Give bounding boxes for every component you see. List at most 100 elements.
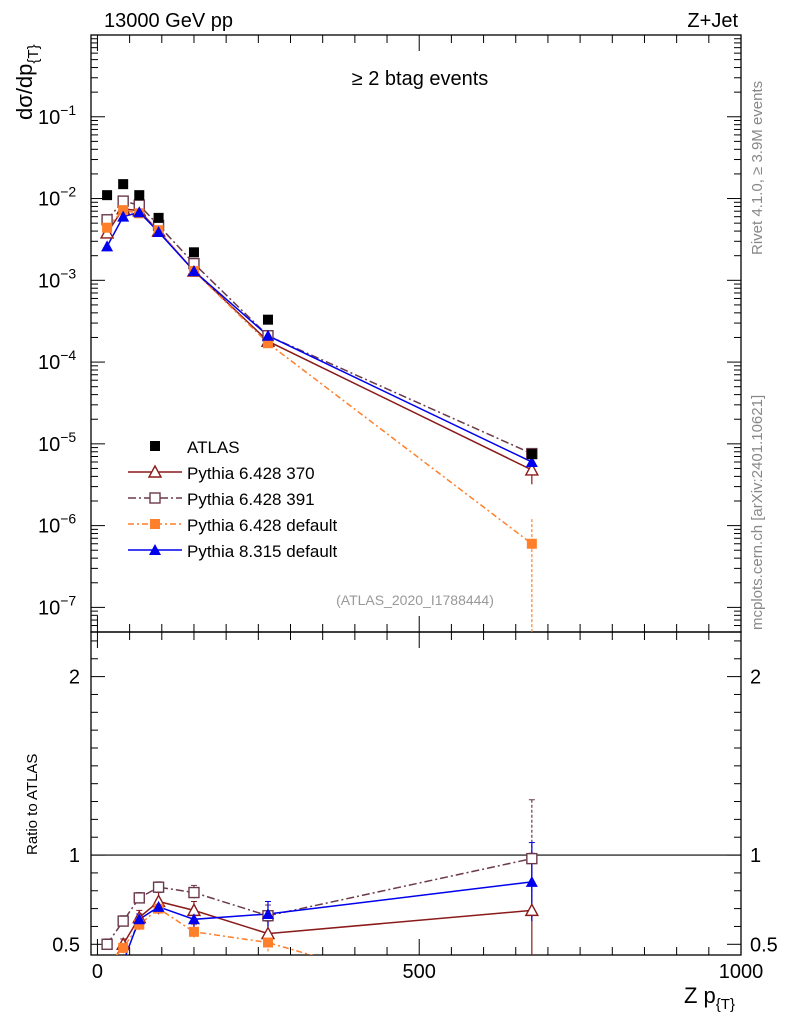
point-marker <box>134 919 145 930</box>
main-axis-ticks: 10−7 10−6 10−5 10−4 10−3 10−2 10−1 <box>38 34 741 633</box>
y-axis-title-sub: {T} <box>25 44 42 63</box>
y-tick-exponent: −4 <box>60 347 76 363</box>
legend-label: Pythia 6.428 default <box>187 516 338 535</box>
y-tick-exponent: −5 <box>60 429 76 445</box>
point-marker <box>262 338 273 349</box>
point-marker <box>152 900 165 912</box>
point-marker <box>525 875 538 887</box>
point-marker <box>152 881 165 893</box>
y-tick-label: 10−2 <box>38 184 76 211</box>
plot-title: ≥ 2 btag events <box>352 68 489 90</box>
y-tick-exponent: −3 <box>60 265 76 281</box>
analysis-label: (ATLAS_2020_I1788444) <box>336 592 494 608</box>
ratio-tick-label-right: 0.5 <box>750 934 778 956</box>
legend-label: Pythia 8.315 default <box>187 542 338 561</box>
y-tick-exponent: −6 <box>60 511 76 527</box>
rivet-label: Rivet 4.1.0, ≥ 3.9M events <box>749 81 766 255</box>
point-marker <box>102 961 112 971</box>
point-marker <box>102 190 113 201</box>
legend: ATLAS Pythia 6.428 370 Pythia 6.428 391 Pyt… <box>128 438 338 561</box>
point-marker <box>133 206 146 218</box>
point-marker <box>526 852 538 865</box>
ratio-axis-title: Ratio to ATLAS <box>24 754 41 855</box>
point-marker <box>101 985 113 996</box>
svg-text:dσ/dp{T}: dσ/dp{T} <box>12 44 42 120</box>
x-axis-title-sub: {T} <box>716 996 735 1013</box>
y-tick-label: 10−6 <box>38 511 76 538</box>
y-tick-exponent: −7 <box>60 592 76 608</box>
x-axis-title-main: Z p <box>684 983 716 1008</box>
ratio-panel-frame <box>90 631 742 956</box>
point-marker <box>527 1014 537 1024</box>
y-tick-exponent: −2 <box>60 184 76 200</box>
y-tick-exponent: −1 <box>60 102 76 118</box>
ratio-line <box>106 857 533 945</box>
series-line <box>106 209 533 545</box>
point-marker <box>149 492 161 504</box>
ratio-axis-ticks: 0.5 0.5 1 1 2 2 <box>52 640 778 956</box>
point-marker <box>261 329 274 341</box>
point-marker <box>188 886 200 899</box>
legend-label-atlas: ATLAS <box>187 438 240 457</box>
x-tick-label: 500 <box>403 961 436 983</box>
x-axis-title: Z p{T} <box>684 983 735 1013</box>
process-label: Z+Jet <box>687 10 738 32</box>
point-marker <box>262 937 273 948</box>
ratio-line <box>115 907 314 955</box>
mcplots-label: mcplots.cern.ch [arXiv:2401.10621] <box>749 395 766 630</box>
point-marker <box>118 942 129 953</box>
legend-label: Pythia 6.428 370 <box>187 464 315 483</box>
point-marker <box>150 441 160 451</box>
ratio-series <box>101 799 540 1024</box>
point-marker <box>117 915 129 927</box>
ratio-tick-label-left: 1 <box>69 845 80 867</box>
y-tick-label: 10−4 <box>38 347 76 374</box>
y-axis-title-main: dσ/dp <box>12 64 37 120</box>
point-marker <box>187 264 200 276</box>
point-marker <box>117 956 129 967</box>
point-marker <box>524 902 540 917</box>
point-marker <box>153 212 164 223</box>
point-marker <box>118 179 129 190</box>
point-marker <box>117 210 130 222</box>
point-marker <box>118 205 129 216</box>
point-marker <box>133 892 145 904</box>
point-marker <box>149 544 161 555</box>
point-marker <box>117 195 129 207</box>
x-tick-label: 0 <box>92 961 103 983</box>
point-marker <box>102 222 113 233</box>
y-tick-label: 10−5 <box>38 429 76 456</box>
energy-label: 13000 GeV pp <box>104 10 233 32</box>
ratio-tick-label-left: 2 <box>69 667 80 689</box>
point-marker <box>188 247 199 258</box>
ratio-tick-label-left: 0.5 <box>52 934 80 956</box>
x-tick-label: 1000 <box>719 961 764 983</box>
point-marker <box>261 907 274 919</box>
point-marker <box>262 314 273 325</box>
main-series <box>99 179 540 632</box>
y-tick-label: 10−3 <box>38 265 76 292</box>
point-marker <box>152 225 165 237</box>
legend-label: Pythia 6.428 391 <box>187 490 315 509</box>
point-marker <box>524 462 540 476</box>
point-marker <box>101 240 114 252</box>
point-marker <box>187 913 200 925</box>
point-marker <box>134 190 145 201</box>
point-marker <box>526 538 537 549</box>
y-tick-label: 10−7 <box>38 592 76 619</box>
point-marker <box>133 913 146 925</box>
point-marker <box>150 519 160 529</box>
ratio-tick-label-right: 1 <box>750 845 761 867</box>
point-marker <box>188 926 199 937</box>
point-marker <box>147 464 163 478</box>
y-axis-title: dσ/dp{T} <box>12 44 42 120</box>
x-axis-ticks: 0 500 1000 <box>92 35 763 983</box>
point-marker <box>526 449 537 460</box>
point-marker <box>101 938 113 950</box>
ratio-line <box>125 881 532 955</box>
point-marker <box>525 455 538 467</box>
y-tick-label: 10−1 <box>38 102 76 129</box>
ratio-tick-label-right: 2 <box>750 667 761 689</box>
series-line <box>106 200 533 455</box>
